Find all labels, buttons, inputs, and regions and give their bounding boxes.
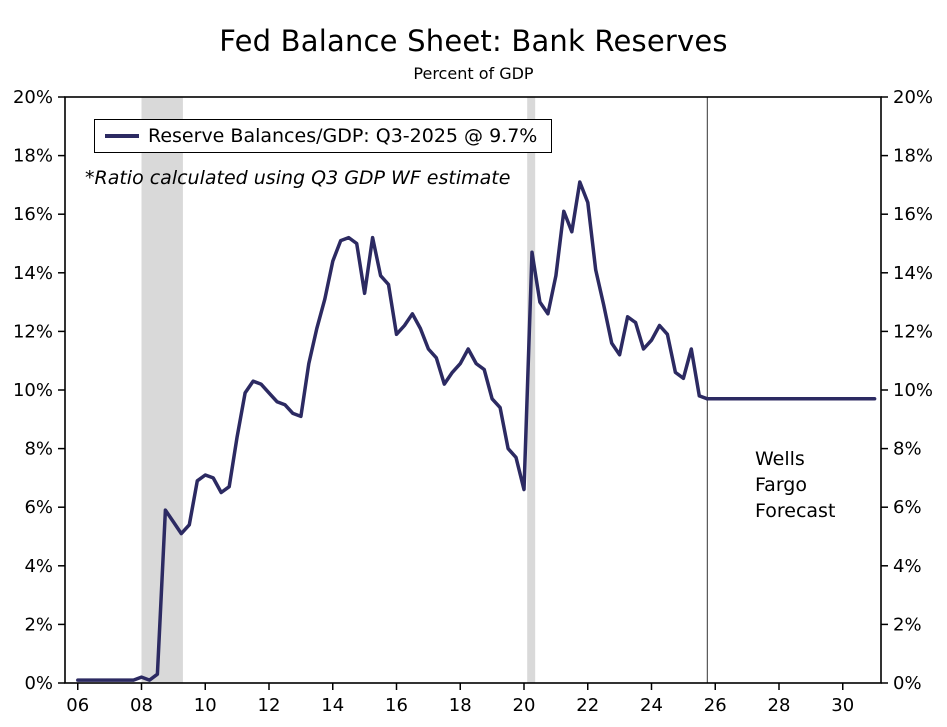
y-tick-label-right: 12%: [893, 321, 933, 342]
x-tick-label: 30: [831, 695, 854, 716]
page-title: Fed Balance Sheet: Bank Reserves: [219, 24, 728, 58]
reserves-line: [76, 180, 710, 682]
x-tick-label: 08: [130, 695, 153, 716]
y-tick-label-left: 6%: [24, 497, 53, 518]
x-tick-label: 28: [768, 695, 791, 716]
y-tick-label-right: 4%: [893, 556, 922, 577]
y-tick-label-left: 8%: [24, 439, 53, 460]
x-tick-label: 10: [194, 695, 217, 716]
legend: Reserve Balances/GDP: Q3-2025 @ 9.7%: [94, 119, 553, 153]
x-tick-label: 16: [385, 695, 408, 716]
y-tick-label-right: 16%: [893, 204, 933, 225]
y-tick-label-right: 8%: [893, 439, 922, 460]
y-tick-label-right: 2%: [893, 614, 922, 635]
y-tick-label-right: 18%: [893, 146, 933, 167]
y-tick-label-left: 18%: [13, 146, 53, 167]
forecast-label: Wells Fargo Forecast: [755, 448, 836, 522]
y-tick-label-left: 16%: [13, 204, 53, 225]
chart-subtitle: Percent of GDP: [413, 64, 534, 83]
y-tick-label-left: 12%: [13, 321, 53, 342]
recession-band: [527, 97, 536, 683]
y-tick-label-right: 10%: [893, 380, 933, 401]
x-tick-label: 20: [513, 695, 536, 716]
y-tick-label-right: 0%: [893, 673, 922, 694]
x-tick-label: 18: [449, 695, 472, 716]
y-tick-label-left: 20%: [13, 87, 53, 108]
y-tick-label-left: 10%: [13, 380, 53, 401]
y-tick-label-left: 2%: [24, 614, 53, 635]
footnote: *Ratio calculated using Q3 GDP WF estima…: [85, 167, 511, 189]
y-tick-label-right: 20%: [893, 87, 933, 108]
x-tick-label: 12: [258, 695, 281, 716]
x-tick-label: 14: [321, 695, 344, 716]
x-tick-label: 22: [576, 695, 599, 716]
legend-line-swatch: [105, 134, 139, 138]
x-tick-label: 26: [704, 695, 727, 716]
y-tick-label-left: 14%: [13, 263, 53, 284]
legend-label: Reserve Balances/GDP: Q3-2025 @ 9.7%: [148, 125, 538, 147]
y-tick-label-right: 6%: [893, 497, 922, 518]
y-tick-label-right: 14%: [893, 263, 933, 284]
x-tick-label: 06: [66, 695, 89, 716]
y-tick-label-left: 4%: [24, 556, 53, 577]
x-tick-label: 24: [640, 695, 663, 716]
y-tick-label-left: 0%: [24, 673, 53, 694]
